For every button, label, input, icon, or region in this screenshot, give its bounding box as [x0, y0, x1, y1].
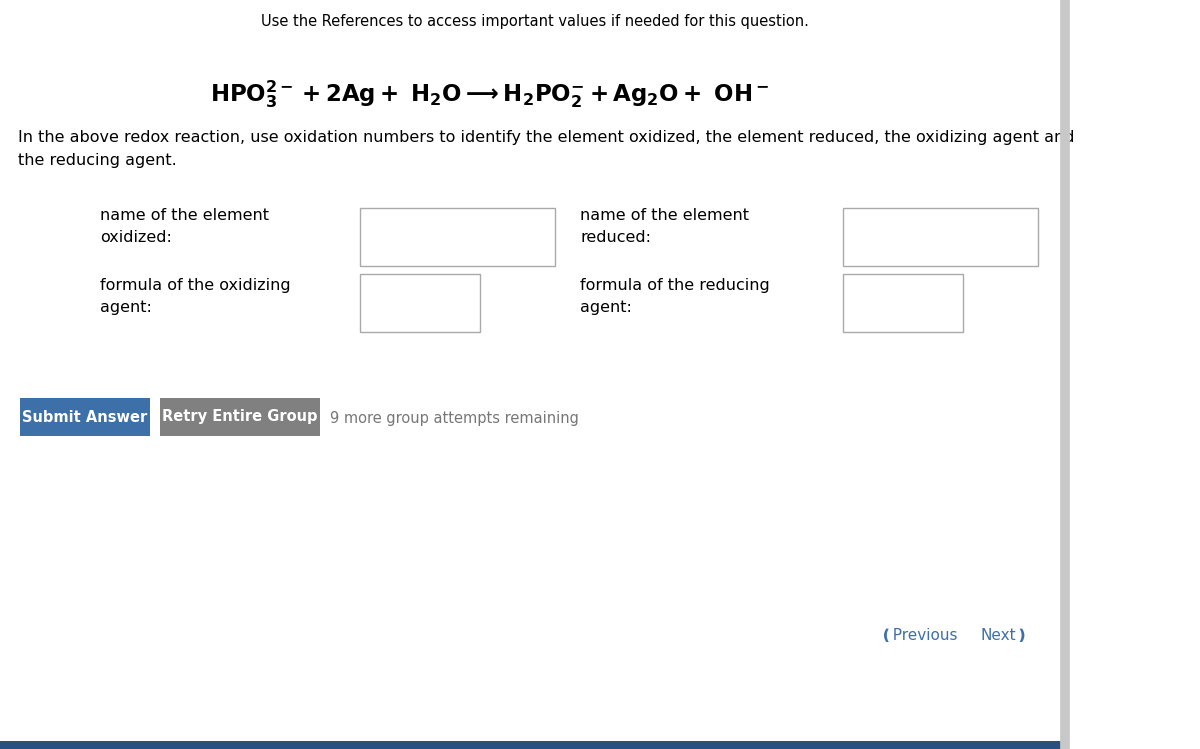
Text: formula of the reducing
agent:: formula of the reducing agent: — [580, 278, 769, 315]
FancyBboxPatch shape — [842, 208, 1038, 266]
FancyBboxPatch shape — [360, 274, 480, 332]
Text: Next❫: Next❫ — [980, 628, 1028, 643]
Text: formula of the oxidizing
agent:: formula of the oxidizing agent: — [100, 278, 290, 315]
FancyBboxPatch shape — [0, 741, 1066, 749]
FancyBboxPatch shape — [360, 208, 554, 266]
Text: the reducing agent.: the reducing agent. — [18, 153, 176, 168]
Text: name of the element
oxidized:: name of the element oxidized: — [100, 208, 269, 245]
Text: Retry Entire Group: Retry Entire Group — [162, 410, 318, 425]
FancyBboxPatch shape — [160, 398, 320, 436]
Text: In the above redox reaction, use oxidation numbers to identify the element oxidi: In the above redox reaction, use oxidati… — [18, 130, 1074, 145]
Text: $\mathbf{HPO_3^{2-} + 2Ag+\ H_2O\longrightarrow H_2PO_2^{-} + Ag_2O+\ OH^-}$: $\mathbf{HPO_3^{2-} + 2Ag+\ H_2O\longrig… — [210, 78, 769, 109]
Text: Use the References to access important values if needed for this question.: Use the References to access important v… — [262, 14, 809, 29]
FancyBboxPatch shape — [20, 398, 150, 436]
Text: Submit Answer: Submit Answer — [23, 410, 148, 425]
Text: 9 more group attempts remaining: 9 more group attempts remaining — [330, 410, 578, 425]
Text: name of the element
reduced:: name of the element reduced: — [580, 208, 749, 245]
FancyBboxPatch shape — [842, 274, 964, 332]
Text: ❪Previous: ❪Previous — [880, 628, 958, 643]
